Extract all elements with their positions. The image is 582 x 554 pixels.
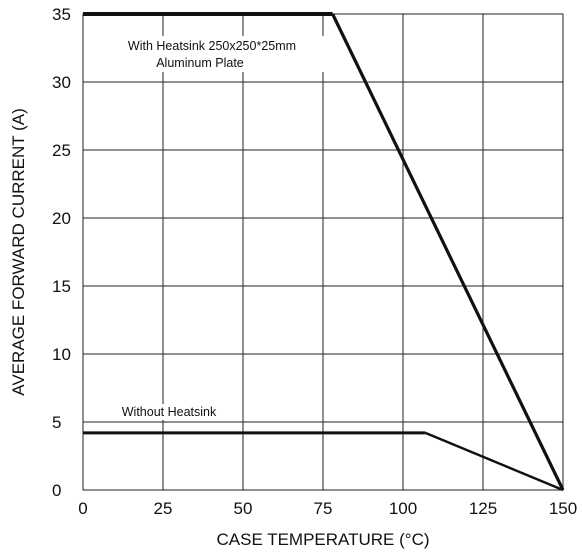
x-tick-label: 25	[154, 499, 173, 518]
y-tick-label: 20	[52, 209, 71, 228]
y-tick-label: 0	[52, 481, 61, 500]
y-tick-label: 25	[52, 141, 71, 160]
x-tick-label: 75	[314, 499, 333, 518]
grid	[82, 13, 564, 491]
heatsink-annotation-line-2: Aluminum Plate	[156, 56, 244, 70]
y-tick-label: 15	[52, 277, 71, 296]
x-axis-title: CASE TEMPERATURE (°C)	[216, 530, 429, 549]
heatsink-annotation-line-1: With Heatsink 250x250*25mm	[128, 39, 296, 53]
without-heatsink-curve-segment	[424, 431, 564, 492]
no-heatsink-annotation: Without Heatsink	[122, 405, 217, 419]
y-tick-label: 35	[52, 5, 71, 24]
x-tick-label: 125	[469, 499, 497, 518]
with-heatsink-curve-segment	[331, 13, 565, 491]
y-axis-title: AVERAGE FORWARD CURRENT (A)	[9, 108, 28, 395]
series-layer	[82, 12, 565, 492]
tick-labels: 0 25 50 75 100 125 150 0 5 10 15 20 25 30 35	[52, 5, 577, 518]
x-tick-label: 150	[549, 499, 577, 518]
y-tick-label: 10	[52, 345, 71, 364]
x-tick-label: 50	[234, 499, 253, 518]
no-heatsink-annotation-background	[103, 404, 235, 420]
x-tick-label: 0	[78, 499, 87, 518]
y-tick-label: 5	[52, 413, 61, 432]
x-tick-label: 100	[389, 499, 417, 518]
heatsink-annotation-background	[93, 36, 329, 72]
y-tick-label: 30	[52, 73, 71, 92]
